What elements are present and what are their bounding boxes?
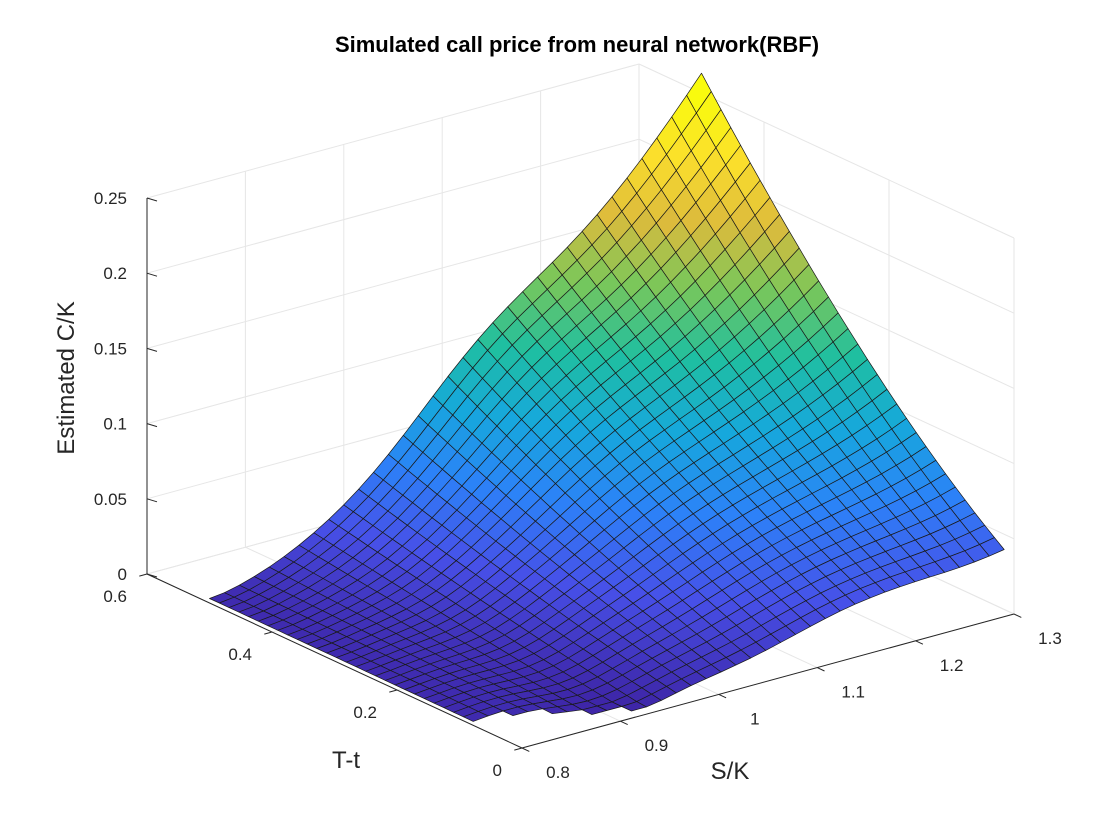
x-tick-label: 1: [750, 709, 759, 728]
x-tick-mark: [915, 640, 924, 645]
tick-layer: 0.8 0.9 1 1.1 1.2 1.3 0 0.2 0.4 0.6 0 0.05 0.1 0.15 0.…: [94, 189, 1062, 782]
y-tick-mark: [139, 573, 148, 577]
surface-patch: [502, 706, 529, 716]
z-tick-mark: [146, 423, 158, 428]
z-tick-label: 0.05: [94, 490, 127, 509]
y-tick-mark: [264, 631, 273, 635]
z-tick-mark: [146, 573, 158, 578]
z-tick-label: 0: [118, 565, 127, 584]
x-tick-label: 1.1: [841, 683, 865, 702]
z-tick-mark: [146, 197, 158, 202]
z-tick-label: 0.1: [103, 415, 127, 434]
y-tick-label: 0.4: [228, 645, 252, 664]
z-tick-mark: [146, 498, 158, 503]
z-tick-label: 0.25: [94, 189, 127, 208]
x-tick-label: 1.3: [1038, 629, 1062, 648]
y-tick-label: 0: [493, 761, 502, 780]
y-axis-line: [146, 573, 523, 749]
grid-line: [146, 138, 640, 274]
x-axis-label: S/K: [711, 758, 750, 785]
y-tick-mark: [514, 747, 523, 751]
x-tick-label: 1.2: [940, 656, 964, 675]
y-axis-label: T-t: [332, 747, 360, 774]
x-tick-label: 0.9: [645, 736, 669, 755]
surface-patch: [621, 701, 647, 712]
x-tick-mark: [1013, 613, 1022, 618]
x-tick-mark: [521, 747, 530, 752]
z-tick-label: 0.2: [103, 264, 127, 283]
x-tick-mark: [620, 720, 628, 726]
grid-line: [146, 213, 640, 349]
y-tick-label: 0.6: [103, 587, 127, 606]
surface-layer: [209, 72, 1005, 722]
z-axis-label: Estimated C/K: [53, 301, 80, 454]
x-tick-label: 0.8: [546, 763, 570, 782]
z-tick-mark: [146, 347, 158, 352]
x-tick-mark: [816, 667, 825, 672]
surface-patch: [542, 706, 568, 715]
axis-layer: [146, 198, 1015, 749]
x-tick-mark: [718, 693, 727, 699]
surface-patch: [463, 711, 489, 722]
grid-line: [146, 63, 640, 199]
chart-title: Simulated call price from neural network…: [335, 32, 819, 57]
y-tick-label: 0.2: [353, 703, 377, 722]
y-tick-mark: [389, 689, 398, 693]
surface-patch: [581, 705, 608, 715]
z-tick-label: 0.15: [94, 339, 127, 358]
z-tick-mark: [146, 272, 158, 277]
x-axis-line: [521, 613, 1015, 749]
